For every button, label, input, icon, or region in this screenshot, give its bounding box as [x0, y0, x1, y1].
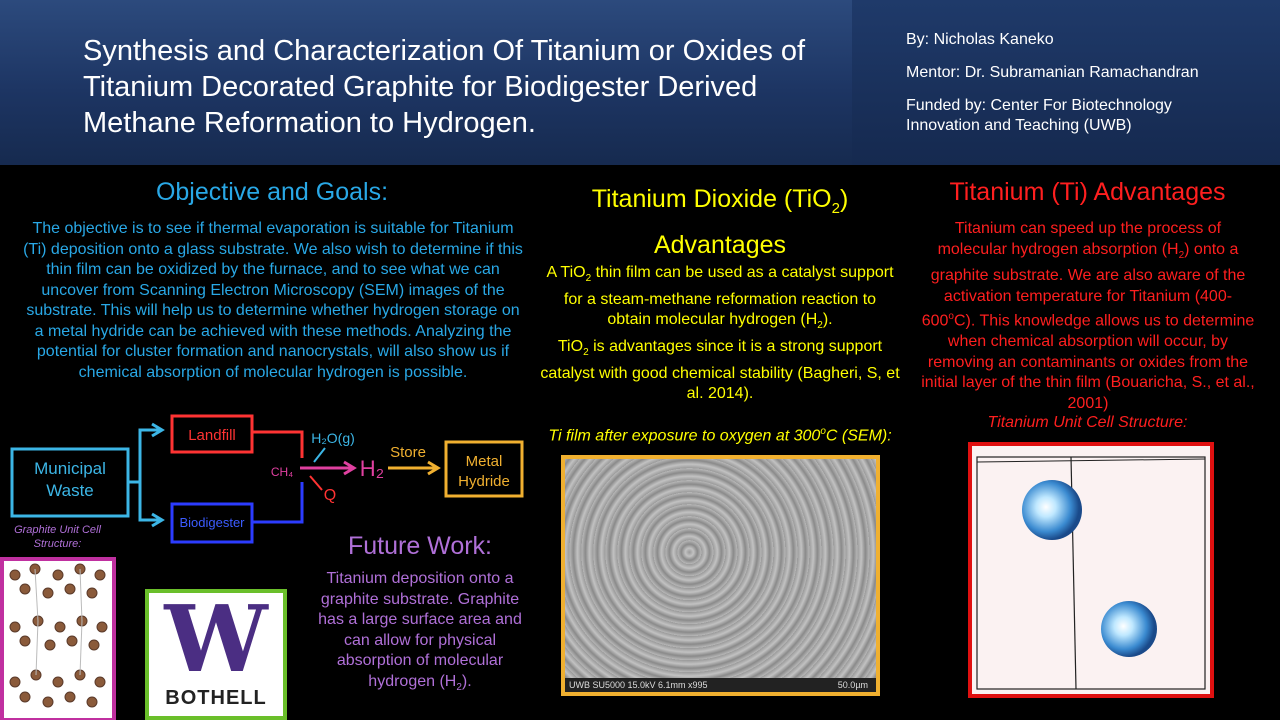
- waste-label: Waste: [46, 481, 94, 500]
- arrow-to-landfill: [128, 428, 160, 484]
- objective-title: Objective and Goals:: [155, 178, 389, 206]
- future-work-body: Titanium deposition onto a graphite subs…: [318, 570, 522, 693]
- process-flow-diagram: Municipal Waste Landfill Biodigester CH₄…: [10, 414, 524, 544]
- graphite-caption: Graphite Unit Cell Structure:: [14, 524, 101, 550]
- mentor: Mentor: Dr. Subramanian Ramachandran: [906, 64, 1199, 81]
- sem-image: UWB SU5000 15.0kV 6.1mm x995 50.0µm: [561, 455, 880, 696]
- metal-label: Metal: [466, 453, 503, 470]
- author: By: Nicholas Kaneko: [906, 31, 1054, 48]
- landfill-box: [170, 414, 254, 454]
- ch4-label: CH₄: [271, 465, 293, 479]
- bothell-wordmark: BOTHELL: [165, 687, 267, 709]
- sem-caption: Ti film after exposure to oxygen at 300o…: [548, 426, 892, 445]
- landfill-label: Landfill: [188, 427, 236, 444]
- landfill-line: [252, 430, 304, 458]
- graphite-structure-image: [0, 557, 116, 720]
- ti-body: Titanium can speed up the process of mol…: [921, 220, 1255, 412]
- header-credits-panel: [852, 0, 1280, 165]
- h2o-label: H₂O(g): [311, 430, 355, 446]
- future-work-title: Future Work:: [347, 532, 493, 560]
- objective-body: The objective is to see if thermal evapo…: [23, 220, 523, 381]
- uw-w-letter: W: [164, 585, 268, 693]
- arrow-to-biodigester: [138, 482, 160, 522]
- ti-title: Titanium (Ti) Advantages: [949, 178, 1226, 206]
- tio2-title: Titanium Dioxide (TiO2) Advantages: [591, 185, 849, 259]
- ti-unit-cell-image: [968, 442, 1214, 698]
- biodigester-line: [252, 482, 304, 524]
- biodigester-label: Biodigester: [179, 515, 245, 530]
- sem-info-bar: UWB SU5000 15.0kV 6.1mm x995 50.0µm: [565, 678, 876, 692]
- ti-unit-cell-caption: Titanium Unit Cell Structure:: [987, 414, 1188, 431]
- uw-bothell-logo: W BOTHELL: [145, 589, 287, 720]
- funding: Funded by: Center For Biotechnology Inno…: [906, 97, 1172, 134]
- metal-hydride-box: [444, 440, 524, 498]
- h2-label: H₂: [360, 456, 384, 481]
- municipal-label: Municipal: [34, 459, 106, 478]
- store-label: Store: [390, 444, 426, 461]
- poster-title: Synthesis and Characterization Of Titani…: [83, 35, 806, 139]
- tio2-body: A TiO2 thin film can be used as a cataly…: [540, 264, 900, 403]
- q-label: Q: [324, 487, 336, 504]
- hydride-label: Hydride: [458, 473, 510, 490]
